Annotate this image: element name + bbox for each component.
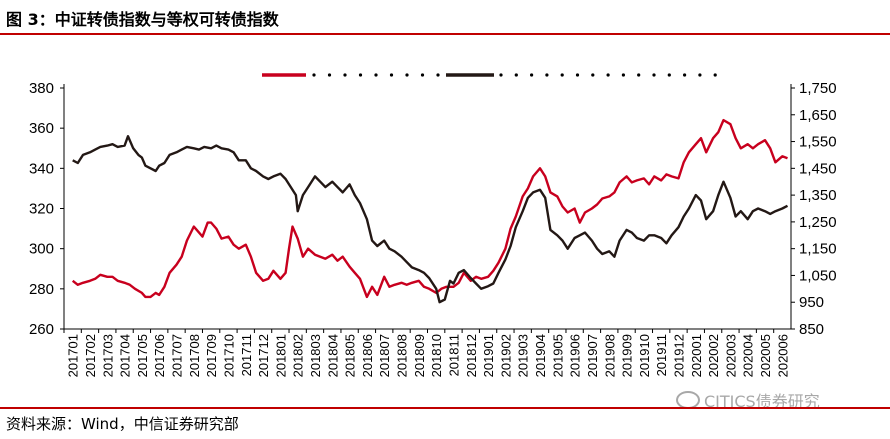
y-right-tick-label: 1,750 (799, 80, 837, 97)
legend-dot (575, 73, 580, 77)
x-tick-label: 201702 (83, 334, 98, 377)
watermark-text: CITICS债券研究 (704, 392, 820, 411)
legend-dot (683, 73, 687, 77)
x-tick-label: 201901 (481, 334, 496, 377)
legend-dot (405, 73, 409, 77)
axes: 260 280 300 320 340 360 380 850 950 1,050 1,150 1,2… (29, 80, 837, 377)
legend-dot (358, 73, 363, 77)
top-rule (0, 33, 890, 35)
x-tick-label: 201911 (654, 334, 669, 376)
legend-dot (312, 73, 316, 77)
x-tick-label: 201806 (360, 334, 375, 377)
x-tick-label: 201904 (533, 334, 548, 377)
source-note: 资料来源：Wind，中信证券研究部 (6, 415, 239, 433)
legend-dot (327, 73, 332, 77)
x-tick-label: 201908 (602, 334, 617, 377)
legend-dot (698, 73, 702, 77)
legend-dot (667, 73, 671, 77)
x-tick-label: 201711 (239, 334, 254, 376)
legend-dot (514, 73, 518, 77)
x-tick-label: 202002 (706, 334, 721, 377)
x-tick-label: 202005 (758, 334, 773, 377)
legend-dot (420, 73, 425, 77)
bottom-rule (0, 407, 890, 409)
legend-dot (389, 73, 394, 77)
x-tick-label: 201807 (377, 334, 392, 377)
legend-dot (545, 73, 549, 77)
x-tick-label: 201906 (568, 334, 583, 377)
legend-dot (637, 73, 641, 77)
x-tick-label: 201701 (66, 334, 81, 377)
x-tick-label: 201909 (620, 334, 635, 377)
x-tick-label: 201707 (170, 334, 185, 377)
x-tick-label: 201905 (550, 334, 565, 377)
x-tick-label: 201804 (325, 334, 340, 377)
y-right-tick-label: 1,250 (799, 214, 837, 231)
figure-title: 图 3：中证转债指数与等权可转债指数 (6, 10, 279, 29)
legend (262, 73, 717, 77)
x-tick-label: 202004 (741, 334, 756, 377)
x-tick-label: 202001 (689, 334, 704, 377)
y-left-tick-label: 320 (29, 201, 54, 218)
y-right-tick-label: 1,450 (799, 160, 837, 177)
y-right-tick-label: 1,350 (799, 187, 837, 204)
legend-dot (621, 73, 626, 77)
x-tick-label: 201703 (100, 334, 115, 377)
x-tick-label: 201809 (412, 334, 427, 377)
legend-dot (591, 73, 595, 77)
x-tick-label: 201709 (204, 334, 219, 377)
y-right-tick-label: 950 (799, 294, 824, 311)
x-tick-label: 201708 (187, 334, 202, 377)
y-right-tick-label: 1,550 (799, 134, 837, 151)
line-chart: 260 280 300 320 340 360 380 850 950 1,050 1,150 1,2… (29, 73, 837, 377)
y-left-tick-label: 300 (29, 241, 54, 258)
x-tick-label: 201907 (585, 334, 600, 377)
series-line-red (71, 118, 788, 299)
x-tick-label: 201902 (498, 334, 513, 377)
series-group (71, 118, 789, 304)
y-left-tick-label: 280 (29, 281, 54, 298)
x-tick-label: 201812 (464, 334, 479, 377)
legend-dot (436, 73, 440, 77)
y-left-tick-label: 260 (29, 321, 54, 338)
x-tick-label: 201910 (637, 334, 652, 377)
x-tick-label: 201706 (152, 334, 167, 377)
y-left-tick-label: 340 (29, 160, 54, 177)
legend-dot (530, 73, 534, 77)
x-tick-label: 201704 (118, 334, 133, 377)
x-tick-label: 202006 (775, 334, 790, 377)
x-tick-label: 201802 (291, 334, 306, 377)
legend-dot (606, 73, 610, 77)
legend-dot (499, 73, 503, 77)
x-tick-label: 201803 (308, 334, 323, 377)
legend-dot (713, 73, 717, 77)
legend-dot (652, 73, 656, 77)
legend-dot (560, 73, 564, 77)
y-right-tick-label: 1,150 (799, 241, 837, 258)
legend-dot (374, 73, 378, 77)
x-tick-label: 201710 (221, 334, 236, 377)
x-tick-label: 201801 (273, 334, 288, 377)
x-tick-label: 201903 (516, 334, 531, 377)
x-tick-label: 201705 (135, 334, 150, 377)
y-left-tick-label: 380 (29, 80, 54, 97)
legend-dot (343, 73, 347, 77)
x-tick-label: 201912 (671, 334, 686, 377)
y-left-tick-label: 360 (29, 120, 54, 137)
x-tick-label: 201811 (446, 334, 461, 376)
y-right-tick-label: 850 (799, 321, 824, 338)
x-tick-label: 202003 (723, 334, 738, 377)
series-line-black (72, 134, 789, 304)
x-tick-label: 201808 (395, 334, 410, 377)
y-right-tick-label: 1,650 (799, 107, 837, 124)
x-tick-label: 201805 (343, 334, 358, 377)
x-tick-label: 201810 (429, 334, 444, 377)
y-right-tick-label: 1,050 (799, 267, 837, 284)
x-tick-label: 201712 (256, 334, 271, 377)
